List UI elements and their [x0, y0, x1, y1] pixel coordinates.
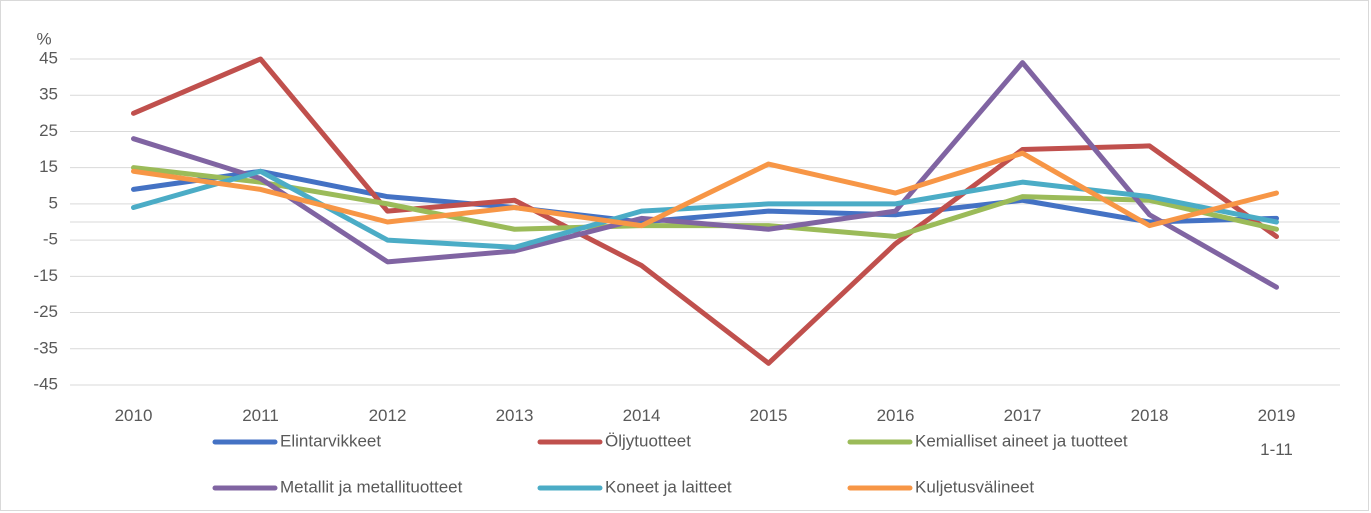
y-tick-label: 5	[49, 193, 58, 212]
x-tick-label: 2018	[1130, 406, 1169, 425]
y-tick-label: 15	[39, 157, 58, 176]
legend-label: Elintarvikkeet	[280, 431, 381, 450]
legend-label: Kemialliset aineet ja tuotteet	[915, 431, 1128, 450]
x-tick-label: 2016	[876, 406, 915, 425]
y-tick-label: -25	[33, 302, 58, 321]
x-tick-label: 2015	[749, 406, 788, 425]
legend-label: Kuljetusvälineet	[915, 477, 1034, 496]
y-tick-label: 45	[39, 48, 58, 67]
y-tick-label: -5	[43, 230, 58, 249]
y-tick-label: 25	[39, 121, 58, 140]
legend-label: Öljytuotteet	[605, 431, 691, 450]
series-line	[131, 150, 1279, 229]
x-tick-label: 2019 1-11	[1257, 406, 1296, 459]
series-line	[131, 60, 1279, 290]
y-tick-label: -35	[33, 338, 58, 357]
x-tick-label: 2012	[368, 406, 407, 425]
y-tick-label: -45	[33, 374, 58, 393]
y-axis-label: %	[36, 29, 51, 48]
x-tick-label: 2013	[495, 406, 534, 425]
y-tick-label: 35	[39, 85, 58, 104]
y-tick-label: -15	[33, 266, 58, 285]
legend-label: Koneet ja laitteet	[605, 477, 732, 496]
x-tick-label: 2010	[114, 406, 153, 425]
series-line	[131, 168, 1279, 225]
x-tick-label: 2017	[1003, 406, 1042, 425]
x-tick-label: 2014	[622, 406, 661, 425]
legend-label: Metallit ja metallituotteet	[280, 477, 463, 496]
series-line	[131, 56, 1279, 366]
x-tick-label: 2011	[242, 406, 279, 425]
